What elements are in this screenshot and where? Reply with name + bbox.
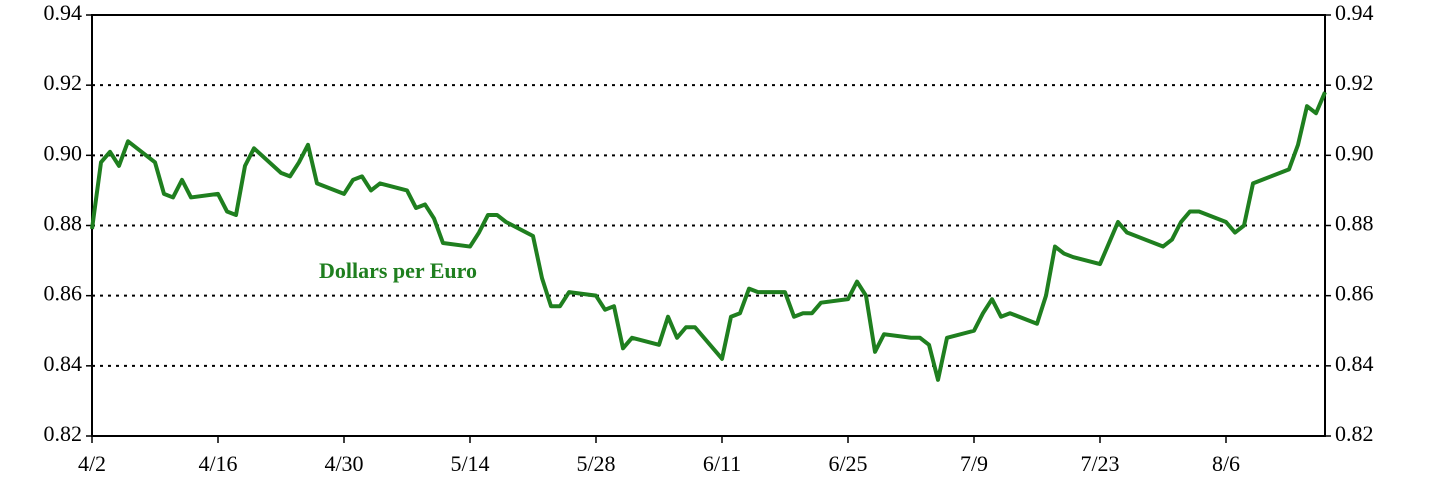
y-tick-label: 0.90 (44, 140, 83, 165)
y-tick-label: 0.84 (44, 351, 83, 376)
annotation: Dollars per Euro (319, 258, 477, 283)
y2-tick-label: 0.86 (1335, 281, 1374, 306)
y-tick-label: 0.86 (44, 281, 83, 306)
x-tick-label: 4/16 (198, 451, 237, 476)
x-tick-label: 4/30 (324, 451, 363, 476)
x-tick-label: 7/23 (1080, 451, 1119, 476)
series-line (90, 91, 1327, 382)
y2-tick-label: 0.88 (1335, 211, 1374, 236)
x-tick-label: 7/9 (960, 451, 988, 476)
x-tick-label: 5/28 (576, 451, 615, 476)
x-tick-label: 8/6 (1212, 451, 1240, 476)
y2-tick-label: 0.90 (1335, 140, 1374, 165)
x-tick-label: 6/25 (828, 451, 867, 476)
y-tick-label: 0.92 (44, 70, 83, 95)
x-tick-label: 6/11 (703, 451, 741, 476)
y-tick-label: 0.94 (44, 0, 83, 25)
x-tick-label: 5/14 (450, 451, 489, 476)
x-tick-label: 4/2 (78, 451, 106, 476)
y2-tick-label: 0.94 (1335, 0, 1374, 25)
y2-tick-label: 0.92 (1335, 70, 1374, 95)
y2-tick-label: 0.84 (1335, 351, 1374, 376)
y2-tick-label: 0.82 (1335, 421, 1374, 446)
y-tick-label: 0.82 (44, 421, 83, 446)
y-tick-label: 0.88 (44, 211, 83, 236)
